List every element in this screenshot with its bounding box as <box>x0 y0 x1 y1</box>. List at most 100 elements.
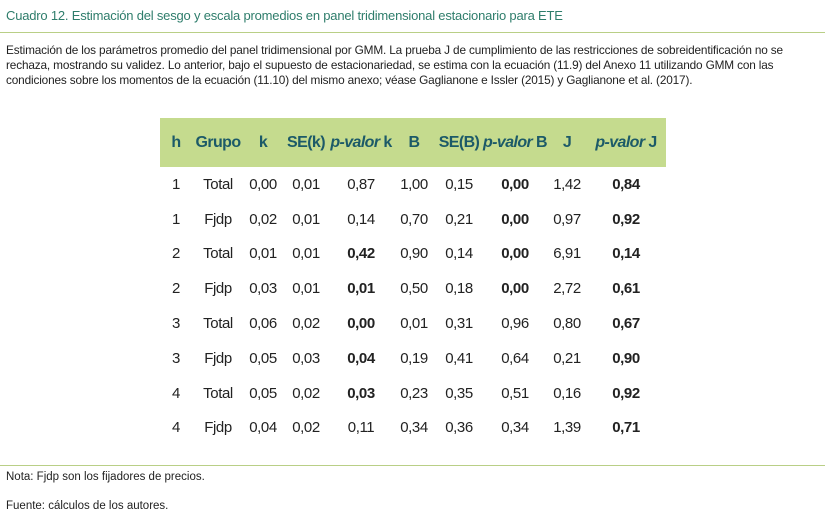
table-cell: 0,96 <box>501 315 529 333</box>
table-cell: 0,18 <box>445 280 473 298</box>
table-cell: 0,04 <box>347 349 375 367</box>
column-header: p-valor B <box>482 118 548 167</box>
column-header: J <box>548 118 586 167</box>
note: Nota: Fjdp son los fijadores de precios. <box>6 471 205 483</box>
table-cell: 0,03 <box>249 280 277 298</box>
table-cell: Fjdp <box>204 210 232 228</box>
table-cell: 0,03 <box>292 349 320 367</box>
table-cell: 0,01 <box>400 315 428 333</box>
table-row: 3 Fjdp 0,05 0,03 0,04 0,19 0,41 0,64 0,21 0,90 <box>160 341 666 376</box>
table-cell: 0,00 <box>501 280 529 298</box>
table-body: 1 Total 0,00 0,01 0,87 1,00 0,15 0,00 1,42 0,84 1 F… <box>160 167 666 445</box>
column-header: p-valor J <box>586 118 666 167</box>
column-header: SE(k) <box>282 118 330 167</box>
table-cell: 2 <box>172 245 180 263</box>
column-header: k <box>244 118 282 167</box>
table-cell: 0,84 <box>612 175 640 193</box>
table-cell: 0,15 <box>445 175 473 193</box>
table-row: 1 Total 0,00 0,01 0,87 1,00 0,15 0,00 1,42 0,84 <box>160 167 666 202</box>
table-cell: 0,01 <box>292 245 320 263</box>
divider <box>0 32 825 33</box>
table-cell: 0,90 <box>612 349 640 367</box>
table-cell: 0,00 <box>347 315 375 333</box>
table-cell: 0,02 <box>292 384 320 402</box>
table-cell: 0,51 <box>501 384 529 402</box>
table-cell: 0,06 <box>249 315 277 333</box>
table-row: 1 Fjdp 0,02 0,01 0,14 0,70 0,21 0,00 0,97 0,92 <box>160 202 666 237</box>
table-cell: 2 <box>172 280 180 298</box>
table-cell: 0,61 <box>612 280 640 298</box>
table-cell: 0,00 <box>501 175 529 193</box>
header-italic: p-valor <box>483 133 533 151</box>
table-cell: 0,02 <box>292 419 320 437</box>
table-cell: Total <box>203 175 233 193</box>
header-text: B <box>536 133 548 151</box>
description: Estimación de los parámetros promedio de… <box>6 43 783 87</box>
table-cell: 0,00 <box>501 210 529 228</box>
table-cell: 0,35 <box>445 384 473 402</box>
table-cell: Fjdp <box>204 280 232 298</box>
table-cell: 0,04 <box>249 419 277 437</box>
table-cell: 1 <box>172 210 180 228</box>
table-cell: 0,97 <box>553 210 581 228</box>
table-cell: 0,42 <box>347 245 375 263</box>
table-cell: 0,11 <box>347 419 375 437</box>
table-cell: 0,01 <box>249 245 277 263</box>
table-cell: 0,80 <box>553 315 581 333</box>
table-row: 2 Total 0,01 0,01 0,42 0,90 0,14 0,00 6,91 0,14 <box>160 237 666 272</box>
table-cell: 0,14 <box>612 245 640 263</box>
table-cell: Fjdp <box>204 419 232 437</box>
table-cell: 1 <box>172 175 180 193</box>
table-cell: 0,92 <box>612 210 640 228</box>
table-cell: 0,19 <box>400 349 428 367</box>
table-cell: 3 <box>172 349 180 367</box>
table-cell: 0,31 <box>445 315 473 333</box>
source: Fuente: cálculos de los autores. <box>6 500 169 512</box>
table-cell: 0,64 <box>501 349 529 367</box>
table-cell: Total <box>203 245 233 263</box>
table-cell: Total <box>203 384 233 402</box>
table-cell: 0,50 <box>400 280 428 298</box>
table-cell: 0,67 <box>612 315 640 333</box>
table-row: 2 Fjdp 0,03 0,01 0,01 0,50 0,18 0,00 2,72 0,61 <box>160 271 666 306</box>
table-cell: 0,01 <box>347 280 375 298</box>
table-cell: 0,01 <box>292 210 320 228</box>
table-cell: 4 <box>172 384 180 402</box>
table-cell: 0,03 <box>347 384 375 402</box>
table-row: 4 Total 0,05 0,02 0,03 0,23 0,35 0,51 0,16 0,92 <box>160 376 666 411</box>
table-cell: 0,05 <box>249 384 277 402</box>
table-cell: 6,91 <box>553 245 581 263</box>
table-cell: 0,34 <box>501 419 529 437</box>
table-cell: 0,01 <box>292 175 320 193</box>
table-row: 3 Total 0,06 0,02 0,00 0,01 0,31 0,96 0,80 0,67 <box>160 306 666 341</box>
table-cell: 1,00 <box>400 175 428 193</box>
table-cell: 2,72 <box>553 280 581 298</box>
column-header: h <box>160 118 192 167</box>
table-cell: 0,71 <box>612 419 640 437</box>
table-cell: 0,90 <box>400 245 428 263</box>
header-italic: p-valor <box>595 133 645 151</box>
table-cell: Fjdp <box>204 349 232 367</box>
table-cell: Total <box>203 315 233 333</box>
table-cell: 0,00 <box>501 245 529 263</box>
table-cell: 0,01 <box>292 280 320 298</box>
table-cell: 0,00 <box>249 175 277 193</box>
table-cell: 0,14 <box>347 210 375 228</box>
column-header: Grupo <box>192 118 244 167</box>
table-cell: 0,70 <box>400 210 428 228</box>
table-cell: 0,21 <box>553 349 581 367</box>
table-cell: 0,02 <box>292 315 320 333</box>
table-cell: 0,05 <box>249 349 277 367</box>
table-cell: 1,42 <box>553 175 581 193</box>
table-cell: 0,23 <box>400 384 428 402</box>
header-text: J <box>648 133 657 151</box>
table-cell: 1,39 <box>553 419 581 437</box>
table-cell: 0,92 <box>612 384 640 402</box>
header-text: k <box>383 133 392 151</box>
table-cell: 0,14 <box>445 245 473 263</box>
column-header: B <box>392 118 436 167</box>
